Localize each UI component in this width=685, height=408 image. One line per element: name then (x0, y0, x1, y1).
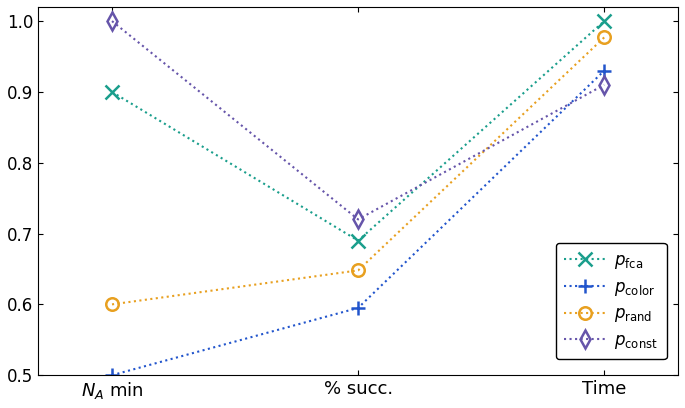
$p_{\mathrm{color}}$ (108, 373, 116, 378)
$p_{\mathrm{fca}}$ (108, 89, 116, 94)
Legend: $p_{\mathrm{fca}}$, $p_{\mathrm{color}}$, $p_{\mathrm{rand}}$, $p_{\mathrm{const: $p_{\mathrm{fca}}$, $p_{\mathrm{color}}$… (556, 243, 667, 359)
$p_{\mathrm{rand}}$ (108, 302, 116, 307)
$p_{\mathrm{const}}$ (108, 19, 116, 24)
$p_{\mathrm{fca}}$ (354, 238, 362, 243)
$p_{\mathrm{rand}}$ (600, 35, 608, 40)
$p_{\mathrm{const}}$ (354, 217, 362, 222)
Line: $p_{\mathrm{const}}$: $p_{\mathrm{const}}$ (105, 15, 610, 226)
$p_{\mathrm{const}}$ (600, 82, 608, 87)
$p_{\mathrm{fca}}$ (600, 19, 608, 24)
$p_{\mathrm{rand}}$ (354, 268, 362, 273)
$p_{\mathrm{color}}$ (354, 306, 362, 310)
Line: $p_{\mathrm{fca}}$: $p_{\mathrm{fca}}$ (105, 14, 611, 248)
$p_{\mathrm{color}}$ (600, 68, 608, 73)
Line: $p_{\mathrm{rand}}$: $p_{\mathrm{rand}}$ (105, 31, 610, 310)
Line: $p_{\mathrm{color}}$: $p_{\mathrm{color}}$ (105, 64, 611, 382)
